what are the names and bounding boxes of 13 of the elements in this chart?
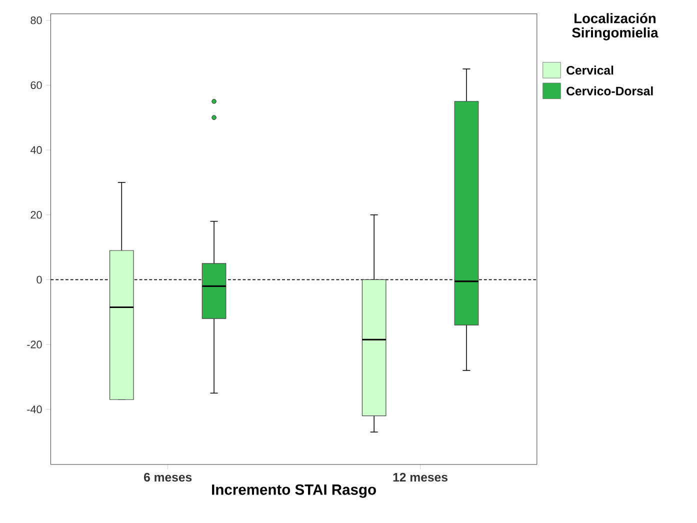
x-tick-label: 6 meses bbox=[144, 472, 192, 482]
y-tick-label: 0 bbox=[36, 276, 42, 284]
legend-label: Cervico-Dorsal bbox=[566, 86, 653, 96]
x-axis-title: Incremento STAI Rasgo bbox=[212, 484, 376, 498]
legend-label: Cervical bbox=[566, 66, 614, 75]
y-tick-label: -40 bbox=[27, 406, 42, 414]
y-tick-label: 20 bbox=[30, 211, 42, 219]
legend-title: Localización Siringomielia bbox=[572, 13, 658, 40]
y-tick-label: 40 bbox=[30, 146, 42, 154]
x-tick-label: 12 meses bbox=[393, 472, 448, 482]
y-tick-label: 80 bbox=[30, 16, 42, 24]
y-tick-label: 60 bbox=[30, 81, 42, 90]
y-tick-label: -20 bbox=[27, 340, 42, 348]
